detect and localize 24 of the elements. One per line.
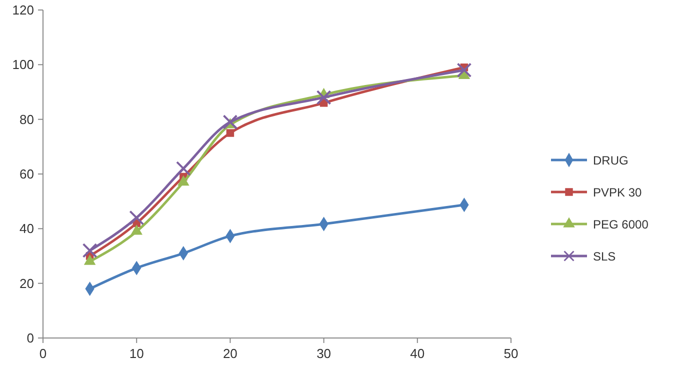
x-tick-label: 20 bbox=[222, 346, 238, 361]
x-tick-label: 0 bbox=[39, 346, 47, 361]
y-tick-label: 20 bbox=[20, 276, 34, 291]
y-tick-label: 40 bbox=[20, 221, 34, 236]
x-tick-label: 10 bbox=[129, 346, 144, 361]
point bbox=[176, 161, 191, 176]
point bbox=[316, 90, 332, 105]
point bbox=[82, 243, 98, 258]
y-tick-label: 0 bbox=[26, 330, 34, 346]
y-tick-label: 80 bbox=[20, 112, 34, 127]
point bbox=[222, 114, 238, 130]
legend-label: DRUG bbox=[593, 154, 628, 168]
point bbox=[456, 62, 472, 78]
point bbox=[129, 210, 144, 226]
y-tick-label: 60 bbox=[20, 166, 34, 182]
legend-label: PEG 6000 bbox=[593, 218, 649, 232]
point bbox=[226, 129, 234, 137]
x-tick-label: 50 bbox=[504, 346, 518, 361]
y-tick-label: 120 bbox=[12, 2, 34, 18]
x-tick-label: 30 bbox=[316, 346, 332, 361]
legend-label: PVPK 30 bbox=[593, 186, 642, 200]
x-tick-label: 40 bbox=[410, 346, 425, 361]
legend-label: SLS bbox=[593, 250, 616, 264]
y-tick-label: 100 bbox=[12, 57, 34, 72]
